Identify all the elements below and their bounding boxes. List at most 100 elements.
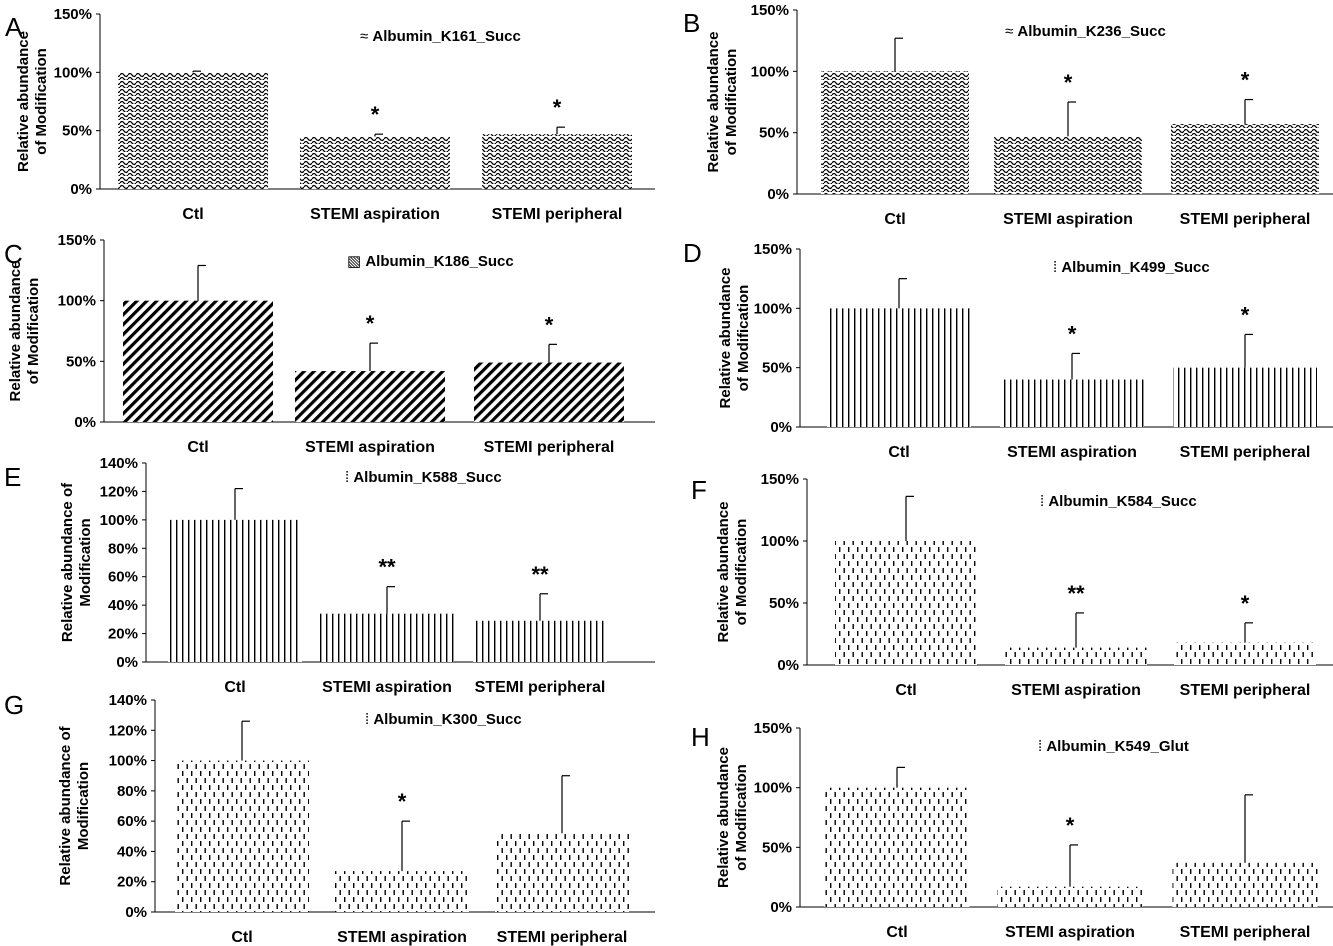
panel-b-bar [1171, 124, 1319, 194]
panel-e-category-label: Ctl [224, 679, 245, 696]
panel-b-category-label: STEMI aspiration [1003, 211, 1133, 228]
panel-a-y-axis-label-line: of Modification [33, 48, 50, 155]
panel-g-significance: * [398, 789, 407, 814]
panel-d-bar [1173, 367, 1317, 427]
panel-g-y-axis-label: Relative abundance ofModification [57, 725, 92, 885]
panel-h-bar [1172, 862, 1318, 907]
panel-d-letter: D [683, 238, 702, 268]
panel-a-legend-swatch: ≈ [360, 28, 372, 45]
panel-b-legend: ≈ Albumin_K236_Succ [1005, 23, 1166, 40]
panel-a-bar [118, 72, 268, 189]
panel-e-y-axis-label-line: Modification [77, 518, 94, 606]
panel-c-significance: * [366, 311, 375, 336]
panel-e-y-axis-label: Relative abundance ofModification [59, 482, 94, 642]
panel-h-category-label: STEMI peripheral [1180, 924, 1311, 941]
panel-h-y-axis-label-line: Relative abundance [715, 747, 732, 888]
panel-c-y-axis-label: Relative abundanceof Modification [7, 261, 42, 402]
panel-g-legend: ⁞ Albumin_K300_Succ [365, 711, 522, 728]
panel-b-category-label: STEMI peripheral [1180, 211, 1311, 228]
panel-c-y-axis-label-line: Relative abundance [7, 261, 24, 402]
panel-f-legend-label: Albumin_K584_Succ [1048, 493, 1196, 510]
panel-h-y-tick-label: 100% [754, 780, 792, 797]
panel-a-significance: * [553, 95, 562, 120]
panel-d-y-axis-label: Relative abundanceof Modification [717, 268, 752, 409]
panel-d-significance: * [1241, 302, 1250, 327]
panel-h-letter: H [691, 722, 710, 752]
panel-f-y-tick-label: 50% [769, 595, 799, 612]
panel-h-category-label: STEMI aspiration [1005, 924, 1135, 941]
panel-d-legend-label: Albumin_K499_Succ [1061, 259, 1209, 276]
panel-d-category-label: STEMI aspiration [1007, 444, 1137, 461]
panel-a: A0%50%100%150%Relative abundanceof Modif… [5, 6, 655, 223]
panel-e: E 0% 20% 40% 60% 80% 100% 120% 140% Relative abun… [4, 455, 655, 696]
panel-a-bar [482, 134, 632, 189]
panel-b-y-axis-label-line: of Modification [723, 49, 740, 156]
panel-f-category-label: STEMI peripheral [1180, 682, 1311, 699]
panel-c: C 0% 50% 100% 150% Relative abundanceof Modif… [4, 232, 655, 456]
panel-g: G 0% 20% 40% 60% 80% 100% 120% 140% Relative abun… [4, 690, 655, 946]
panel-g-category-label: STEMI aspiration [337, 929, 467, 946]
panel-h-y-tick-label: 0% [770, 899, 792, 916]
panel-f-legend: ⁞ Albumin_K584_Succ [1040, 493, 1197, 510]
panel-g-bar [495, 833, 629, 912]
panel-c-legend-swatch: ▧ [347, 253, 365, 270]
panel-c-category-label: STEMI peripheral [484, 439, 615, 456]
panel-c-y-tick-label: 100% [58, 293, 96, 310]
panel-a-category-label: STEMI peripheral [492, 206, 623, 223]
panel-e-y-tick-label: 60% [108, 569, 138, 586]
panel-g-y-tick-label: 60% [117, 813, 147, 830]
panel-b-y-axis-label: Relative abundanceof Modification [705, 32, 740, 173]
panel-d-bar [1000, 379, 1144, 427]
panel-a-y-tick-label: 100% [54, 64, 92, 81]
panel-d-y-axis-label-line: of Modification [735, 285, 752, 392]
panel-a-legend: ≈ Albumin_K161_Succ [360, 28, 521, 45]
panel-d-y-tick-label: 50% [762, 360, 792, 377]
panel-c-legend: ▧ Albumin_K186_Succ [347, 253, 514, 270]
panel-b-y-axis-label-line: Relative abundance [705, 32, 722, 173]
panel-e-y-axis-label-line: Relative abundance of [59, 482, 76, 642]
panel-e-y-tick-label: 80% [108, 540, 138, 557]
panel-c-category-label: Ctl [187, 439, 208, 456]
panel-f-y-axis-label-line: Relative abundance [715, 502, 732, 643]
panel-e-bar [320, 613, 454, 662]
panel-g-legend-label: Albumin_K300_Succ [373, 711, 521, 728]
panel-h: H0%50%100%150%Relative abundanceof Modif… [691, 720, 1333, 941]
panel-f-category-label: STEMI aspiration [1011, 682, 1141, 699]
panel-b-significance: * [1241, 68, 1250, 93]
panel-a-y-axis-label: Relative abundanceof Modification [15, 31, 50, 172]
panel-e-y-tick-label: 100% [100, 512, 138, 529]
panel-d-category-label: Ctl [888, 444, 909, 461]
panel-c-letter: C [4, 239, 23, 269]
panel-d-y-tick-label: 150% [754, 241, 792, 258]
panel-b: B 0% 50% 100% 150% Relative abundanceof Modif… [683, 2, 1333, 228]
panel-d-y-tick-label: 100% [754, 300, 792, 317]
panel-b-letter: B [683, 8, 700, 38]
panel-c-bar [295, 371, 445, 422]
panel-d-legend-swatch: ⁞ [1053, 259, 1061, 276]
panel-e-category-label: STEMI peripheral [475, 679, 606, 696]
panel-b-significance: * [1064, 70, 1073, 95]
panel-a-y-tick-label: 0% [70, 181, 92, 198]
panel-h-significance: * [1066, 813, 1075, 838]
panel-g-bar [175, 760, 309, 912]
panel-d-significance: * [1068, 321, 1077, 346]
panel-g-y-tick-label: 80% [117, 783, 147, 800]
panel-c-y-tick-label: 150% [58, 232, 96, 249]
panel-h-bar [997, 886, 1143, 907]
panel-f-y-tick-label: 0% [777, 657, 799, 674]
panel-c-bar [123, 300, 273, 422]
panel-f-y-tick-label: 150% [761, 471, 799, 488]
panel-g-y-tick-label: 120% [109, 722, 147, 739]
panel-g-y-tick-label: 140% [109, 692, 147, 709]
panel-a-bar [300, 136, 450, 189]
panel-f-y-axis-label: Relative abundanceof Modification [715, 502, 750, 643]
panel-a-letter: A [5, 12, 23, 42]
panel-f-y-axis-label-line: of Modification [733, 519, 750, 626]
panel-a-significance: * [371, 102, 380, 127]
panel-g-category-label: STEMI peripheral [497, 929, 628, 946]
panel-b-y-tick-label: 50% [759, 125, 789, 142]
panel-a-category-label: Ctl [182, 206, 203, 223]
panel-h-y-axis-label-line: of Modification [733, 764, 750, 871]
panel-g-y-tick-label: 20% [117, 874, 147, 891]
